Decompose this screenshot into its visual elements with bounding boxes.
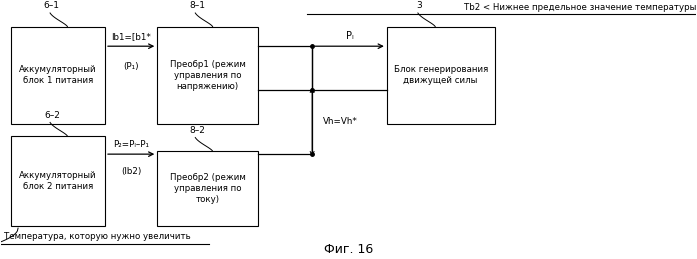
Bar xyxy=(387,27,495,124)
Text: (P₁): (P₁) xyxy=(123,62,139,71)
Text: Преобр2 (режим
управления по
току): Преобр2 (режим управления по току) xyxy=(169,173,245,204)
Text: Vh=Vh*: Vh=Vh* xyxy=(323,118,358,126)
Text: Фиг. 16: Фиг. 16 xyxy=(324,243,373,256)
Bar xyxy=(11,136,105,226)
Text: 6–1: 6–1 xyxy=(44,2,60,10)
Text: P₂=Pₗ–P₁: P₂=Pₗ–P₁ xyxy=(113,140,149,149)
Text: 6–2: 6–2 xyxy=(44,111,60,120)
Text: Tb2 < Нижнее предельное значение температуры: Tb2 < Нижнее предельное значение темпера… xyxy=(464,3,696,12)
Bar xyxy=(11,27,105,124)
Text: 3: 3 xyxy=(417,2,422,10)
Text: Ib1=[b1*: Ib1=[b1* xyxy=(112,32,151,41)
Bar xyxy=(158,27,258,124)
Text: Pₗ: Pₗ xyxy=(346,31,353,41)
Text: Аккумуляторный
блок 2 питания: Аккумуляторный блок 2 питания xyxy=(20,171,97,191)
Text: Блок генерирования
движущей силы: Блок генерирования движущей силы xyxy=(394,65,488,85)
Bar xyxy=(158,151,258,226)
Text: (Ib2): (Ib2) xyxy=(121,167,141,176)
Text: 8–2: 8–2 xyxy=(189,126,205,135)
Text: 8–1: 8–1 xyxy=(189,2,205,10)
Text: Температура, которую нужно увеличить: Температура, которую нужно увеличить xyxy=(4,232,191,241)
Text: Аккумуляторный
блок 1 питания: Аккумуляторный блок 1 питания xyxy=(20,65,97,85)
Text: Преобр1 (режим
управления по
напряжению): Преобр1 (режим управления по напряжению) xyxy=(169,60,245,91)
